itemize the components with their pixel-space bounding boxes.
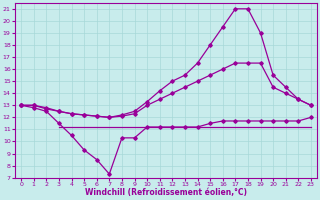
X-axis label: Windchill (Refroidissement éolien,°C): Windchill (Refroidissement éolien,°C) [85,188,247,197]
